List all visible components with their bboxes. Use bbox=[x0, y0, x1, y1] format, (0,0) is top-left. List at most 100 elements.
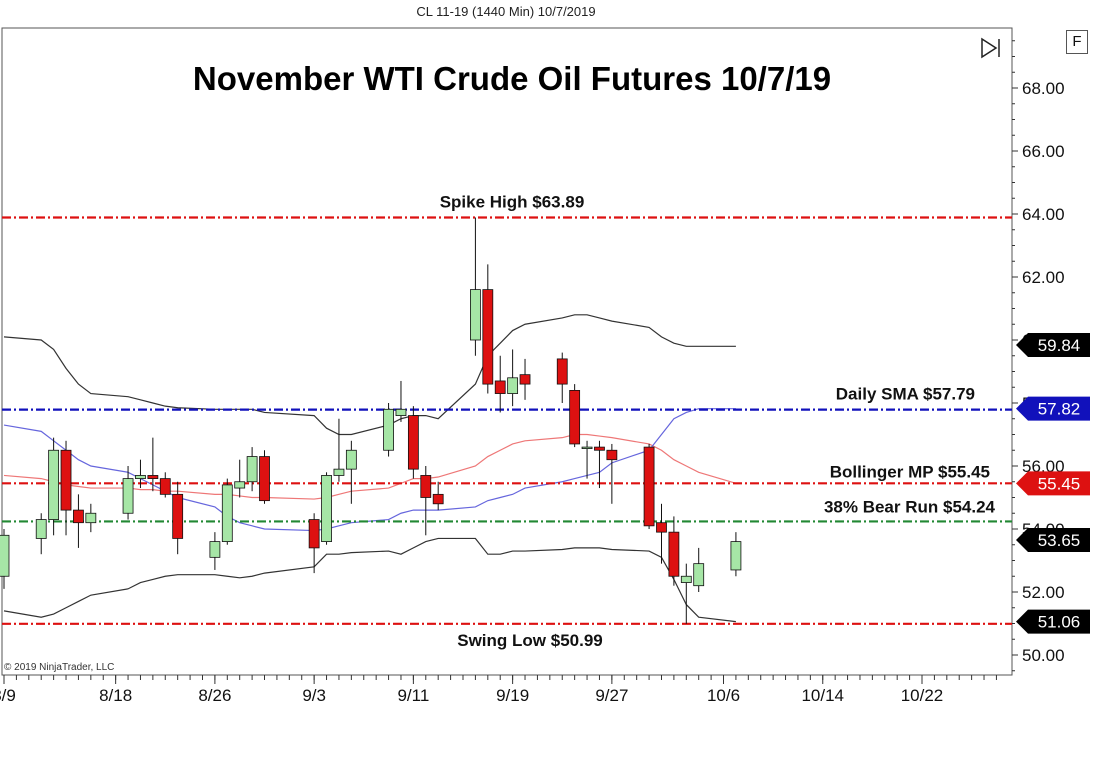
candle-body bbox=[234, 481, 246, 489]
level-label: Bollinger MP $55.45 bbox=[830, 462, 990, 481]
candle-body bbox=[345, 449, 357, 470]
chart-caption: CL 11-19 (1440 Min) 10/7/2019 bbox=[416, 4, 596, 19]
candle-body bbox=[470, 289, 481, 341]
price-badge: 59.84 bbox=[1016, 333, 1090, 358]
candle[interactable] bbox=[85, 503, 97, 533]
candle[interactable] bbox=[122, 466, 134, 520]
badge-text: 53.65 bbox=[1038, 531, 1081, 550]
candle[interactable] bbox=[569, 384, 581, 448]
candle[interactable] bbox=[494, 355, 506, 413]
candle-body bbox=[407, 415, 419, 470]
candle[interactable] bbox=[60, 440, 72, 536]
candle-body bbox=[321, 475, 332, 543]
candle[interactable] bbox=[259, 450, 270, 504]
chart-title: November WTI Crude Oil Futures 10/7/19 bbox=[193, 60, 831, 97]
candle-body bbox=[135, 475, 146, 480]
candle[interactable] bbox=[680, 563, 692, 624]
candle[interactable] bbox=[321, 472, 332, 545]
candle[interactable] bbox=[643, 443, 655, 529]
level-label: Daily SMA $57.79 bbox=[836, 385, 975, 404]
candle[interactable] bbox=[656, 503, 667, 564]
candle-body bbox=[383, 408, 394, 451]
candle[interactable] bbox=[507, 349, 519, 407]
candle-body bbox=[73, 509, 84, 524]
candle[interactable] bbox=[432, 481, 444, 511]
badge-text: 57.82 bbox=[1038, 400, 1081, 419]
candle[interactable] bbox=[147, 437, 159, 492]
candle[interactable] bbox=[470, 217, 481, 356]
x-tick-label: 9/11 bbox=[397, 686, 429, 705]
bollinger-middle-line bbox=[3, 433, 737, 500]
candle-body bbox=[693, 563, 705, 587]
candle-body bbox=[507, 377, 519, 394]
candle-body bbox=[159, 478, 171, 495]
candle[interactable] bbox=[420, 466, 432, 536]
candle-body bbox=[209, 541, 221, 558]
candle[interactable] bbox=[333, 418, 345, 482]
candle-body bbox=[594, 446, 605, 451]
candle-body bbox=[0, 534, 10, 577]
candle[interactable] bbox=[730, 532, 742, 577]
price-badge: 51.06 bbox=[1016, 609, 1090, 634]
candle[interactable] bbox=[246, 447, 258, 492]
candle-body bbox=[246, 456, 258, 483]
candle[interactable] bbox=[209, 532, 221, 570]
candle-body bbox=[494, 380, 506, 394]
badge-shape bbox=[1016, 471, 1090, 496]
candle-body bbox=[519, 374, 531, 385]
candles bbox=[0, 217, 742, 624]
candle[interactable] bbox=[135, 459, 146, 489]
candle-body bbox=[656, 522, 667, 533]
candle[interactable] bbox=[556, 352, 568, 403]
candle-body bbox=[668, 531, 680, 577]
candle[interactable] bbox=[606, 443, 618, 504]
x-tick-label: 10/14 bbox=[801, 686, 844, 705]
candle[interactable] bbox=[668, 516, 680, 586]
candle[interactable] bbox=[395, 380, 407, 422]
candle[interactable] bbox=[581, 440, 593, 479]
candle[interactable] bbox=[345, 440, 357, 504]
candle[interactable] bbox=[48, 437, 60, 536]
candle[interactable] bbox=[234, 459, 246, 498]
candle-body bbox=[680, 575, 692, 583]
candle[interactable] bbox=[172, 481, 184, 555]
level-label: 38% Bear Run $54.24 bbox=[824, 497, 996, 516]
badge-text: 51.06 bbox=[1038, 613, 1081, 632]
price-badge: 57.82 bbox=[1016, 396, 1090, 421]
candle[interactable] bbox=[159, 472, 171, 498]
candle[interactable] bbox=[519, 358, 531, 400]
f-button[interactable]: F bbox=[1066, 30, 1088, 54]
badge-text: 59.84 bbox=[1038, 336, 1081, 355]
candle-body bbox=[85, 512, 97, 524]
candle-body bbox=[48, 449, 60, 520]
y-tick-label: 52.00 bbox=[1022, 583, 1065, 602]
level-labels: Spike High $63.89 Daily SMA $57.79 Bolling… bbox=[440, 192, 996, 649]
play-end-icon[interactable] bbox=[981, 37, 1000, 59]
x-tick-label: 9/27 bbox=[595, 686, 628, 705]
horizontal-levels bbox=[2, 216, 1012, 625]
bollinger-lower-line bbox=[3, 537, 736, 623]
badge-shape bbox=[1016, 528, 1090, 553]
price-badge: 53.65 bbox=[1016, 528, 1090, 553]
y-tick-label: 66.00 bbox=[1022, 142, 1065, 161]
candle[interactable] bbox=[308, 513, 320, 574]
candle-body bbox=[420, 475, 432, 498]
candle-body bbox=[730, 541, 742, 571]
candle[interactable] bbox=[594, 440, 605, 489]
candle-body bbox=[333, 468, 345, 476]
candle-body bbox=[556, 358, 568, 385]
candle[interactable] bbox=[0, 529, 10, 589]
plot-area bbox=[1, 27, 1013, 676]
candle[interactable] bbox=[482, 264, 494, 394]
candle[interactable] bbox=[407, 406, 419, 479]
candle-body bbox=[569, 389, 581, 445]
candle-body bbox=[172, 493, 184, 539]
candle[interactable] bbox=[35, 513, 47, 555]
candle[interactable] bbox=[221, 478, 233, 545]
candle[interactable] bbox=[693, 547, 705, 592]
candle[interactable] bbox=[73, 494, 84, 548]
candle-body bbox=[482, 289, 494, 385]
candle[interactable] bbox=[383, 403, 394, 457]
candle-body bbox=[308, 519, 320, 549]
